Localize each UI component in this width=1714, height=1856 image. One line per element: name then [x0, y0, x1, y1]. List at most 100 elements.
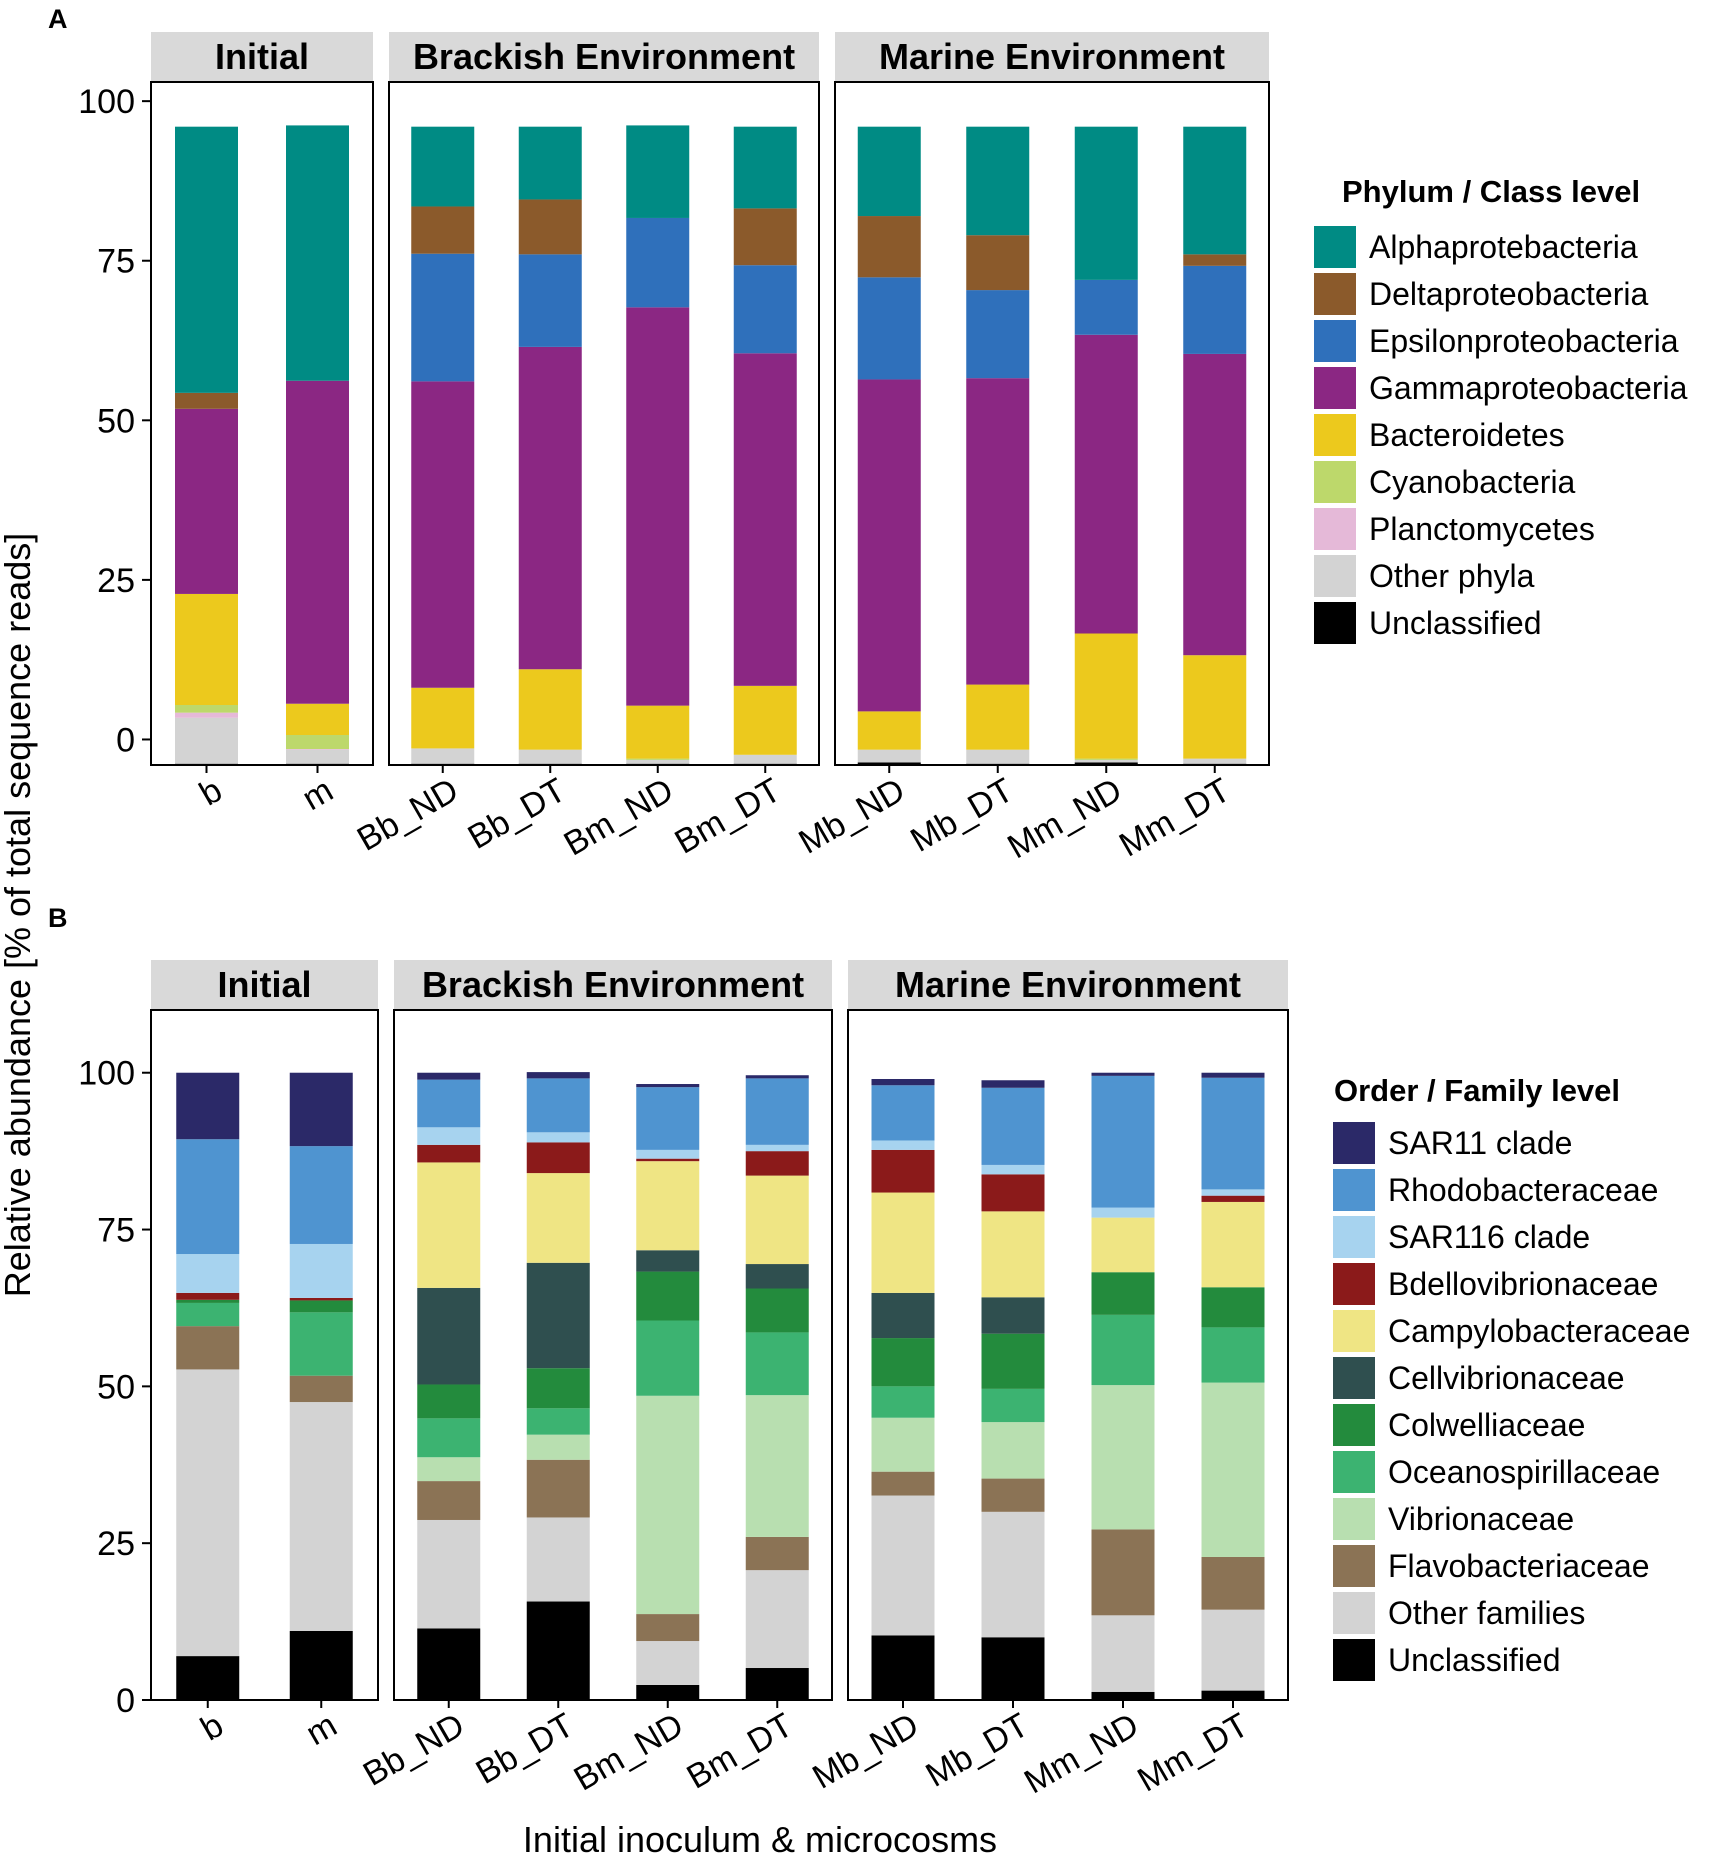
panel-b-x-tick-label-bb-dt: Bb_DT	[470, 1706, 581, 1792]
panel-a-y-tick-label-50: 50	[97, 402, 135, 440]
panel-b-bar-mb-dt-unclassified	[981, 1637, 1045, 1700]
panel-a-bar-mb-nd-epsilonproteobacteria	[857, 277, 921, 380]
panel-b-bar-mb-dt-vibrionaceae	[981, 1422, 1045, 1479]
panel-a-bar-mm-nd-other-phyla	[1074, 759, 1138, 763]
panel-a-bar-bm-dt-epsilonproteobacteria	[733, 265, 797, 354]
panel-b-bar-mb-dt-other-families	[981, 1511, 1045, 1638]
panel-b-bar-bm-dt-campylobacteraceae	[745, 1175, 809, 1265]
panel-b-strip-label-marine-environment: Marine Environment	[895, 964, 1241, 1005]
panel-b-bar-mb-nd-campylobacteraceae	[871, 1192, 935, 1293]
panel-b-bar-bb-nd-bdellovibrionaceae	[417, 1144, 481, 1163]
panel-b-bar-mb-nd-oceanospirillaceae	[871, 1386, 935, 1418]
panel-a-x-tick-label-mb-dt: Mb_DT	[904, 771, 1020, 860]
panel-b-bar-bm-dt-other-families	[745, 1570, 809, 1669]
panel-a-x-tick-label-bb-dt: Bb_DT	[462, 771, 573, 857]
panel-b-bar-bb-nd-sar116-clade	[417, 1127, 481, 1145]
panel-b-legend-swatch-colwelliaceae	[1333, 1404, 1375, 1446]
panel-b-bar-mb-nd-cellvibrionaceae	[871, 1292, 935, 1339]
panel-b-y-tick-label-25: 25	[97, 1525, 135, 1563]
panel-b-x-tick-label-m: m	[300, 1706, 344, 1753]
panel-b-bar-bm-nd-cellvibrionaceae	[636, 1250, 700, 1272]
panel-a-bar-bb-nd-epsilonproteobacteria	[411, 253, 475, 382]
panel-a-bar-mb-nd-deltaproteobacteria	[857, 216, 921, 278]
panel-a-legend-swatch-epsilonproteobacteria	[1314, 320, 1356, 362]
panel-b-bar-bm-nd-bdellovibrionaceae	[636, 1158, 700, 1162]
panel-b-bar-m-sar11-clade	[289, 1072, 353, 1147]
panel-a-bar-mm-nd-cyanobacteria	[1074, 758, 1138, 760]
panel-b-bar-bb-dt-bdellovibrionaceae	[526, 1142, 590, 1174]
panel-b-bar-bb-dt-campylobacteraceae	[526, 1173, 590, 1263]
panel-b-bar-mm-dt-sar116-clade	[1201, 1189, 1265, 1196]
panel-b-bar-bb-dt-flavobacteriaceae	[526, 1459, 590, 1518]
panel-a-y-tick-label-0: 0	[116, 721, 135, 759]
panel-b-bar-mb-nd-bdellovibrionaceae	[871, 1149, 935, 1193]
panel-a-strip-label-initial: Initial	[215, 36, 309, 77]
panel-b-bar-bb-dt-rhodobacteraceae	[526, 1078, 590, 1133]
panel-b-bar-bb-dt-unclassified	[526, 1601, 590, 1700]
panel-b-bar-mb-nd-sar116-clade	[871, 1140, 935, 1150]
panel-b-bar-mb-dt-colwelliaceae	[981, 1333, 1045, 1389]
panel-b-bar-mb-dt-rhodobacteraceae	[981, 1087, 1045, 1165]
panel-b-legend-label-flavobacteriaceae: Flavobacteriaceae	[1388, 1548, 1649, 1584]
panel-a-legend-label-unclassified: Unclassified	[1369, 605, 1542, 641]
panel-b-bar-bm-dt-cellvibrionaceae	[745, 1264, 809, 1289]
panel-a-bar-mm-nd-gammaproteobacteria	[1074, 334, 1138, 634]
panel-b-legend-label-vibrionaceae: Vibrionaceae	[1388, 1501, 1574, 1537]
panel-b-bar-mm-nd-rhodobacteraceae	[1091, 1075, 1155, 1208]
panel-b-bar-bb-dt-sar11-clade	[526, 1072, 590, 1079]
panel-a-x-tick-label-b: b	[193, 771, 228, 813]
panel-b-bar-m-other-families	[289, 1402, 353, 1631]
panel-b-bar-bm-nd-rhodobacteraceae	[636, 1087, 700, 1150]
panel-a-bar-mm-nd-unclassified	[1074, 762, 1138, 765]
panel-b-bar-mb-dt-cellvibrionaceae	[981, 1297, 1045, 1334]
panel-b-legend-swatch-sar11-clade	[1333, 1122, 1375, 1164]
panel-a-strip-label-brackish-environment: Brackish Environment	[413, 36, 795, 77]
panel-b-bar-mm-nd-unclassified	[1091, 1691, 1155, 1700]
panel-a-bar-b-gammaproteobacteria	[175, 408, 238, 594]
panel-a-legend-label-gammaproteobacteria: Gammaproteobacteria	[1369, 370, 1688, 406]
panel-a-bar-m-other-phyla	[286, 749, 349, 764]
panel-b-strip-label-brackish-environment: Brackish Environment	[422, 964, 804, 1005]
panel-a-bar-mm-nd-bacteroidetes	[1074, 633, 1138, 759]
panel-a-bar-b-planctomycetes	[175, 712, 238, 718]
panel-b-legend-swatch-vibrionaceae	[1333, 1498, 1375, 1540]
panel-b-bar-mm-nd-sar11-clade	[1091, 1072, 1155, 1076]
panel-b-strip-initial	[151, 960, 378, 1010]
panel-a-legend-swatch-planctomycetes	[1314, 508, 1356, 550]
panel-b-bar-bm-dt-flavobacteriaceae	[745, 1536, 809, 1571]
panel-b-bar-b-sar11-clade	[176, 1072, 240, 1140]
panel-a-bar-bb-nd-alphaprotebacteria	[411, 126, 475, 207]
panel-a-y-tick-label-25: 25	[97, 562, 135, 600]
panel-b-legend-label-campylobacteraceae: Campylobacteraceae	[1388, 1313, 1690, 1349]
panel-a-bar-mm-nd-alphaprotebacteria	[1074, 126, 1138, 280]
panel-b-bar-bm-nd-other-families	[636, 1641, 700, 1685]
panel-b-bar-mm-dt-sar11-clade	[1201, 1072, 1265, 1078]
panel-a-legend-swatch-gammaproteobacteria	[1314, 367, 1356, 409]
panel-b-bar-b-oceanospirillaceae	[176, 1302, 240, 1327]
panel-b-bar-bb-dt-other-families	[526, 1517, 590, 1602]
panel-a-legend-swatch-other-phyla	[1314, 555, 1356, 597]
panel-b-bar-b-other-families	[176, 1369, 240, 1657]
panel-a-strip-label-marine-environment: Marine Environment	[879, 36, 1225, 77]
panel-a-bar-b-deltaproteobacteria	[175, 392, 238, 409]
panel-a-bar-mb-dt-alphaprotebacteria	[966, 126, 1030, 236]
panel-b-legend-label-sar11-clade: SAR11 clade	[1388, 1125, 1572, 1161]
panel-b-y-tick-label-75: 75	[97, 1212, 135, 1250]
panel-a-bar-bb-dt-other-phyla	[518, 749, 582, 764]
panel-b-legend-swatch-oceanospirillaceae	[1333, 1451, 1375, 1493]
panel-a-bar-mb-dt-epsilonproteobacteria	[966, 290, 1030, 379]
panel-b-y-tick-label-100: 100	[78, 1055, 135, 1093]
panel-b-legend-swatch-rhodobacteraceae	[1333, 1169, 1375, 1211]
panel-a-bar-mm-dt-gammaproteobacteria	[1183, 353, 1247, 656]
panel-a-bar-bm-dt-other-phyla	[733, 754, 797, 764]
panel-a-strip-brackish-environment	[389, 32, 819, 82]
panel-b-y-tick-label-0: 0	[116, 1682, 135, 1720]
panel-b-legend-title: Order / Family level	[1334, 1073, 1620, 1108]
panel-a-bar-bb-nd-deltaproteobacteria	[411, 206, 475, 254]
panel-b-bar-m-oceanospirillaceae	[289, 1312, 353, 1376]
panel-b-strip-label-initial: Initial	[217, 964, 311, 1005]
panel-b-bar-mb-dt-flavobacteriaceae	[981, 1478, 1045, 1512]
